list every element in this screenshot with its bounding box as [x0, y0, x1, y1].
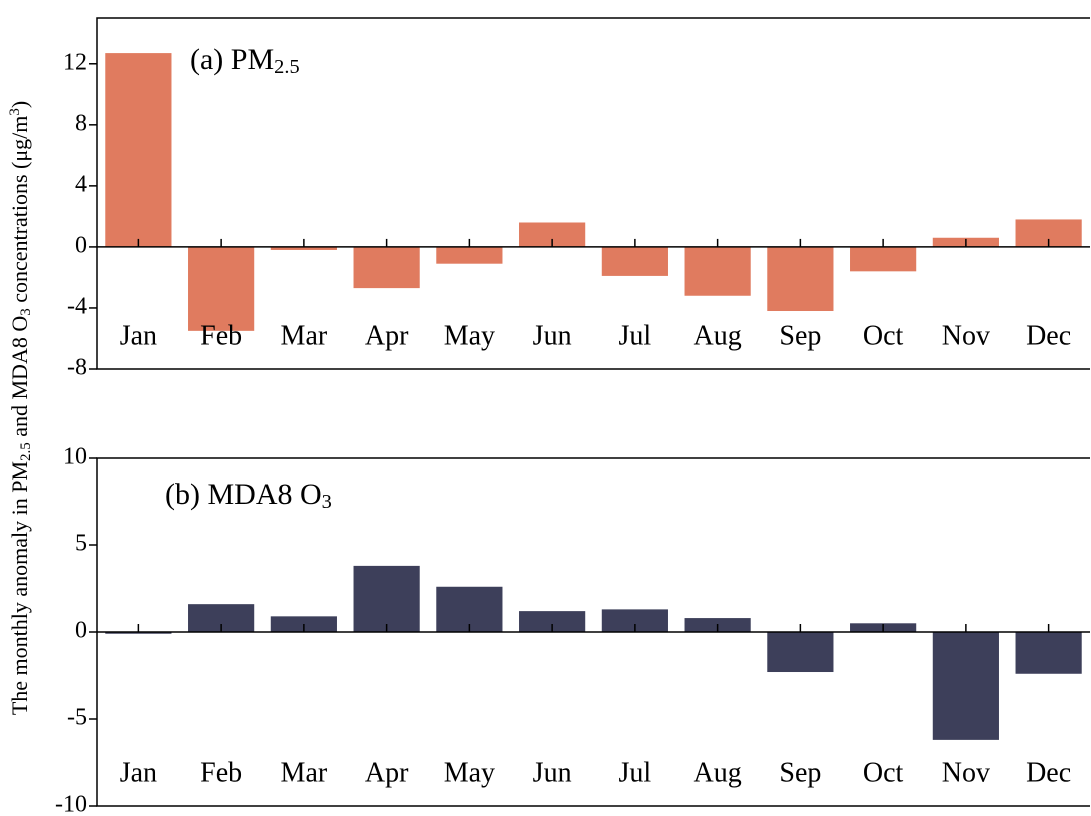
bar — [436, 246, 503, 264]
x-tick-label: Jan — [120, 320, 157, 351]
text-part: ) — [7, 101, 32, 108]
x-tick-label: Apr — [365, 320, 409, 351]
bar — [188, 246, 255, 331]
x-tick-label: Aug — [694, 757, 742, 788]
x-tick-label: Dec — [1026, 757, 1071, 788]
x-tick-label: Jul — [619, 320, 652, 351]
axis-frame — [96, 17, 1090, 370]
y-tick-label: 0 — [75, 618, 87, 644]
y-tick-label: -8 — [67, 355, 87, 381]
bar — [270, 246, 337, 250]
y-tick-label: 4 — [75, 171, 87, 197]
x-tick-label: Nov — [942, 757, 990, 788]
y-axis-label: The monthly anomaly in PM2.5 and MDA8 O3… — [7, 101, 34, 715]
script-part: 2.5 — [274, 56, 300, 78]
x-tick-label: Jul — [619, 757, 652, 788]
x-tick-label: May — [444, 320, 495, 351]
bar — [932, 632, 999, 740]
x-tick-label: Apr — [365, 757, 409, 788]
x-tick-label: Nov — [942, 320, 990, 351]
y-tick-label: -4 — [67, 293, 87, 319]
y-tick-label: 12 — [63, 49, 87, 75]
y-tick-label: -5 — [67, 705, 87, 731]
script-part: 2.5 — [18, 442, 34, 461]
x-tick-label: Jan — [120, 757, 157, 788]
bar — [1015, 632, 1082, 674]
bar — [105, 632, 172, 634]
panel-title: (a) PM2.5 — [190, 43, 300, 78]
y-tick-label: -10 — [55, 792, 87, 816]
x-tick-label: Sep — [779, 320, 821, 351]
text-part: (b) MDA8 O — [165, 478, 322, 511]
bar — [353, 246, 420, 289]
bar — [767, 246, 834, 312]
text-part: concentrations (μg/m — [7, 116, 32, 309]
bar — [601, 246, 668, 276]
text-part: and MDA8 O — [7, 316, 32, 443]
bar — [850, 246, 917, 272]
x-tick-label: Mar — [281, 757, 328, 788]
bar — [767, 632, 834, 673]
y-tick-label: 10 — [63, 444, 87, 470]
bar — [353, 565, 420, 632]
script-part: 3 — [7, 108, 23, 115]
x-tick-label: Feb — [200, 320, 242, 351]
bar — [105, 53, 172, 247]
y-tick-label: 0 — [75, 232, 87, 258]
x-tick-label: Aug — [694, 320, 742, 351]
bar — [684, 246, 751, 296]
text-part: (a) PM — [190, 43, 274, 76]
y-tick-label: 8 — [75, 110, 87, 136]
bar — [519, 611, 586, 632]
x-tick-label: Dec — [1026, 320, 1071, 351]
x-tick-label: Jun — [533, 757, 572, 788]
x-tick-label: Jun — [533, 320, 572, 351]
script-part: 3 — [18, 308, 34, 315]
x-tick-label: Sep — [779, 757, 821, 788]
x-tick-label: Feb — [200, 757, 242, 788]
script-part: 3 — [322, 491, 332, 513]
x-tick-label: Oct — [863, 320, 904, 351]
text-part: The monthly anomaly in PM — [7, 461, 32, 715]
x-tick-label: May — [444, 757, 495, 788]
y-tick-label: 5 — [75, 531, 87, 557]
x-tick-label: Oct — [863, 757, 904, 788]
x-tick-label: Mar — [281, 320, 328, 351]
panel-title: (b) MDA8 O3 — [165, 478, 332, 513]
bar — [601, 609, 668, 632]
